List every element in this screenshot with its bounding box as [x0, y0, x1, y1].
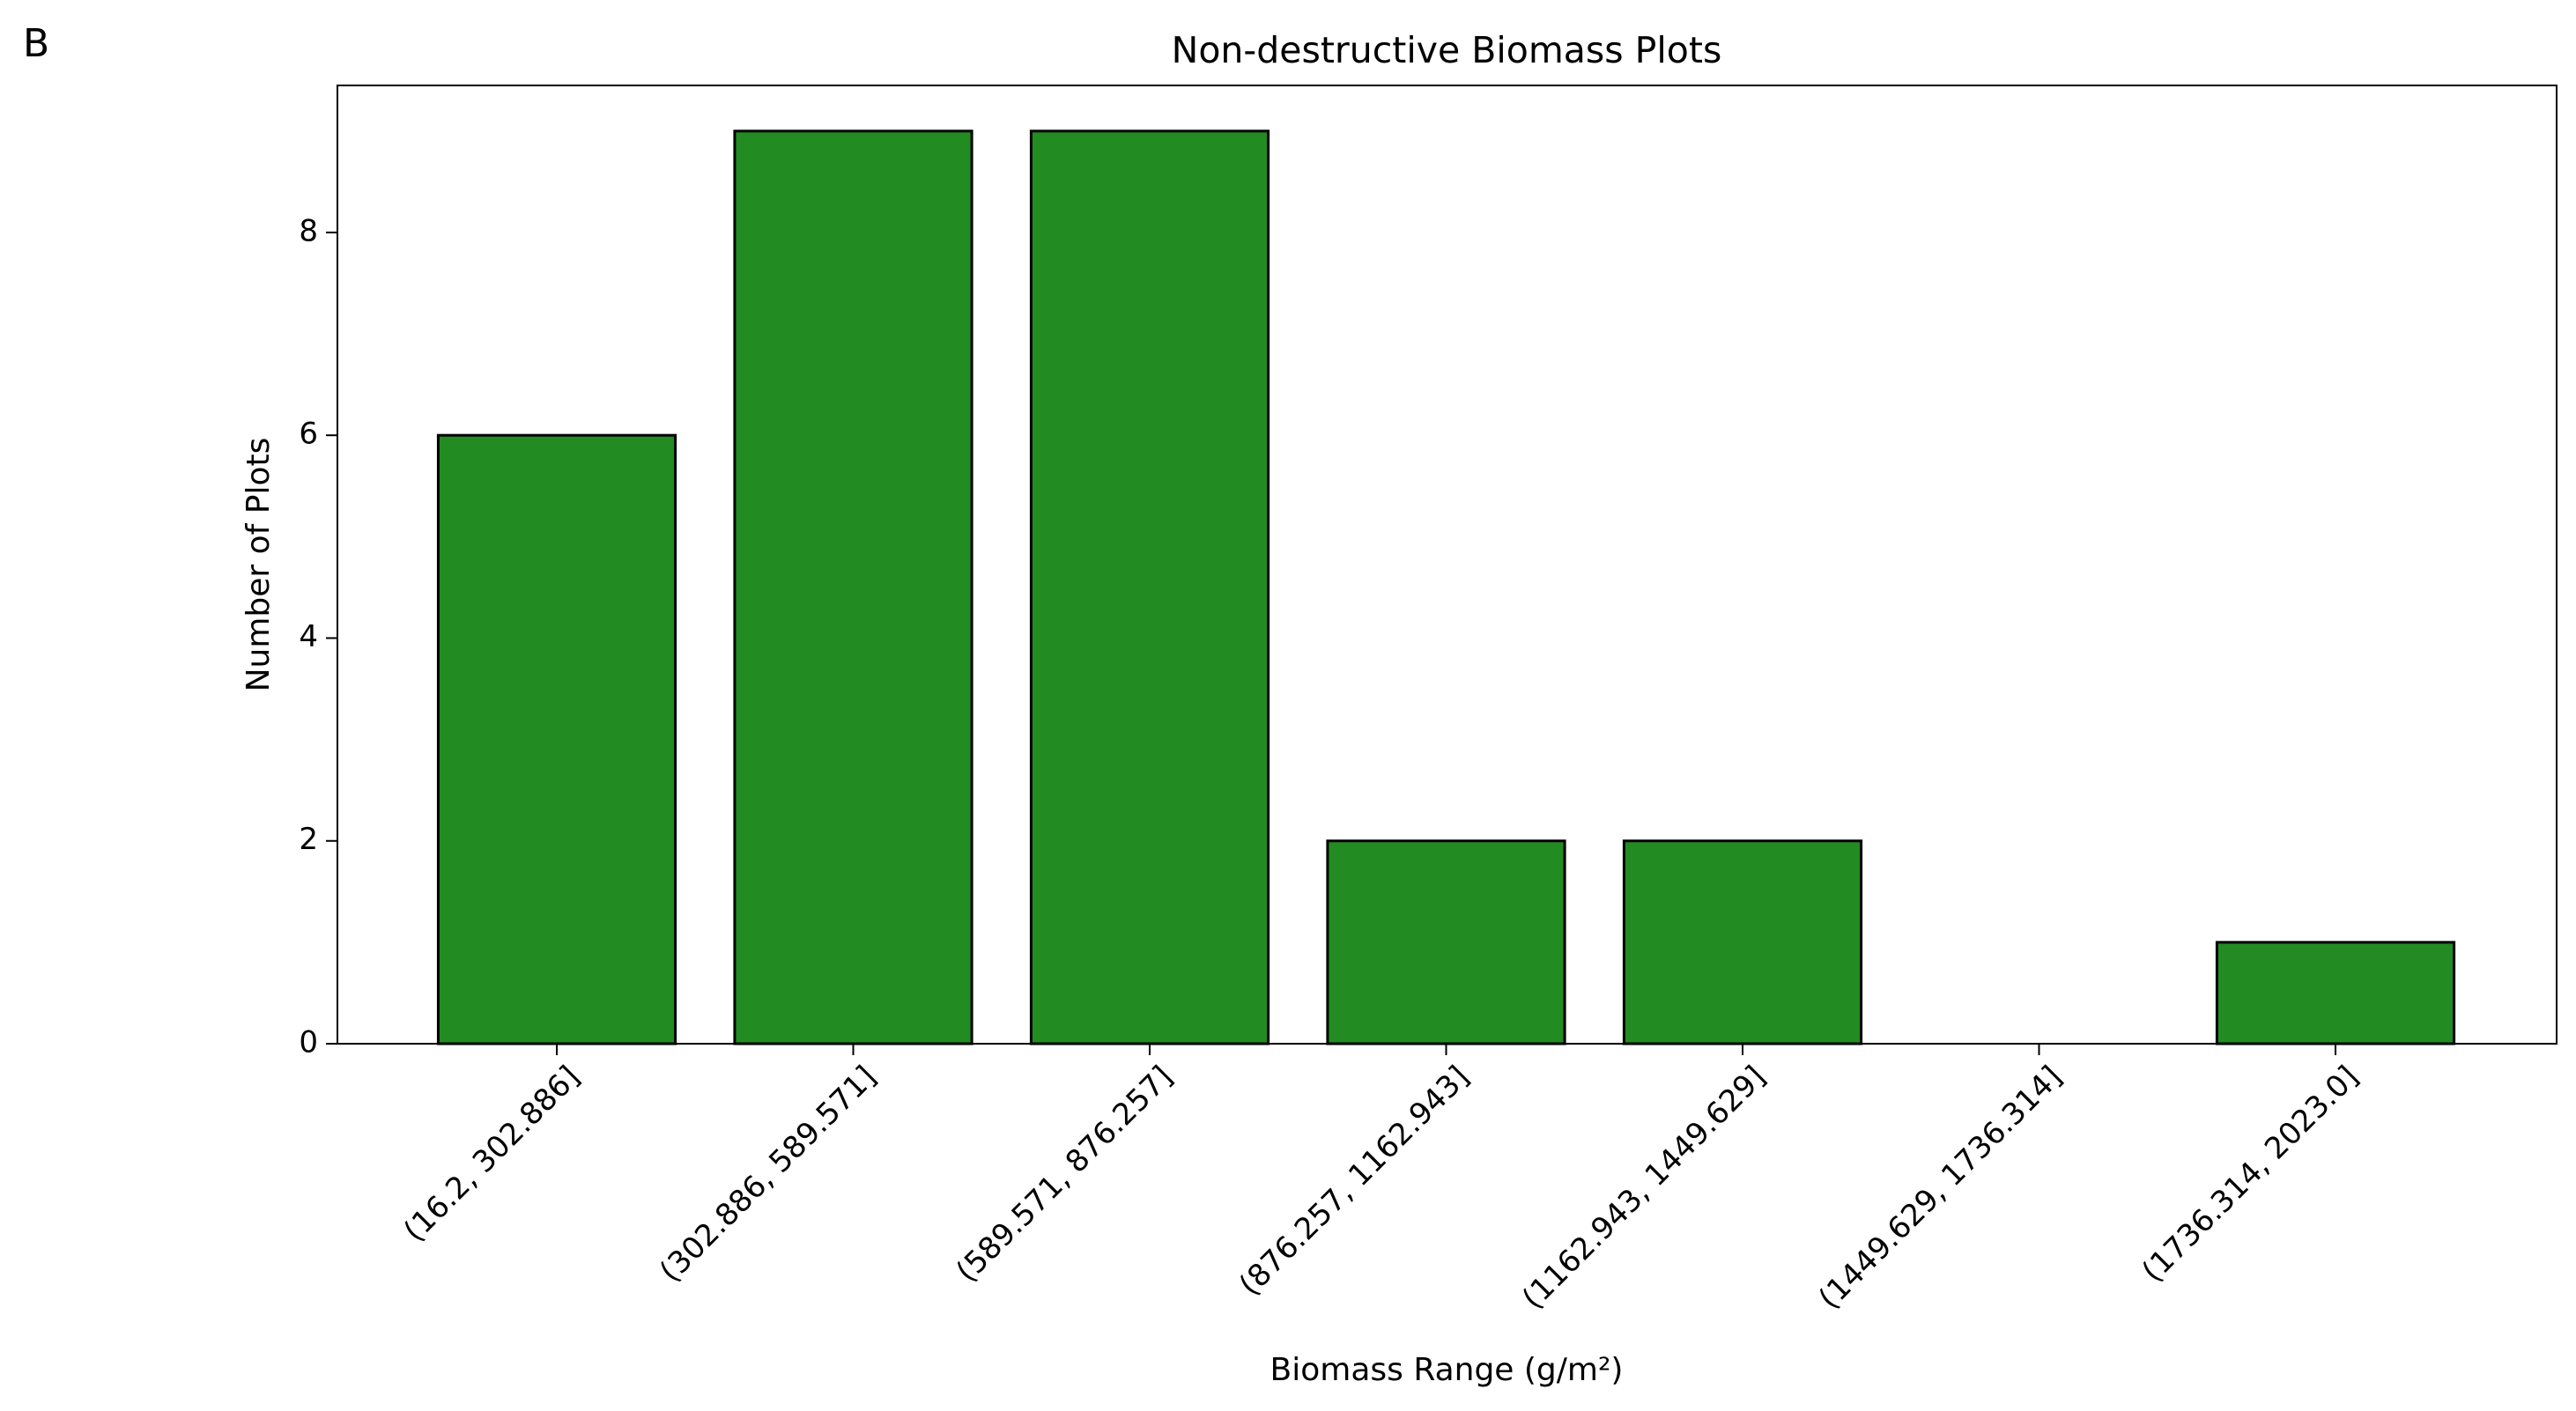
x-tick-label: (1162.943, 1449.629] [1515, 1060, 1773, 1317]
y-tick-label: 6 [299, 417, 318, 452]
bar [2215, 941, 2456, 1045]
bar [733, 129, 973, 1045]
x-tick-label: (876.257, 1162.943] [1232, 1060, 1476, 1303]
bar [1326, 839, 1566, 1045]
y-tick-label: 0 [299, 1025, 318, 1060]
axes-frame [337, 85, 2557, 1045]
chart-title: Non-destructive Biomass Plots [1172, 29, 1722, 71]
x-tick-label: (1449.629, 1736.314] [1812, 1060, 2069, 1317]
x-tick-label: (589.571, 876.257] [950, 1060, 1180, 1289]
bar [436, 433, 677, 1045]
y-tick-label: 8 [299, 213, 318, 248]
y-axis-label: Number of Plots [241, 438, 277, 692]
y-tick-label: 2 [299, 822, 318, 857]
x-tick-label: (302.886, 589.571] [653, 1060, 883, 1289]
x-tick-label: (16.2, 302.886] [397, 1060, 587, 1249]
bar [1622, 839, 1863, 1045]
y-tick-label: 4 [299, 619, 318, 654]
x-axis-label: Biomass Range (g/m²) [1270, 1352, 1624, 1388]
panel-label: B [23, 21, 49, 66]
bar [1029, 129, 1270, 1045]
x-tick-label: (1736.314, 2023.0] [2136, 1060, 2365, 1289]
